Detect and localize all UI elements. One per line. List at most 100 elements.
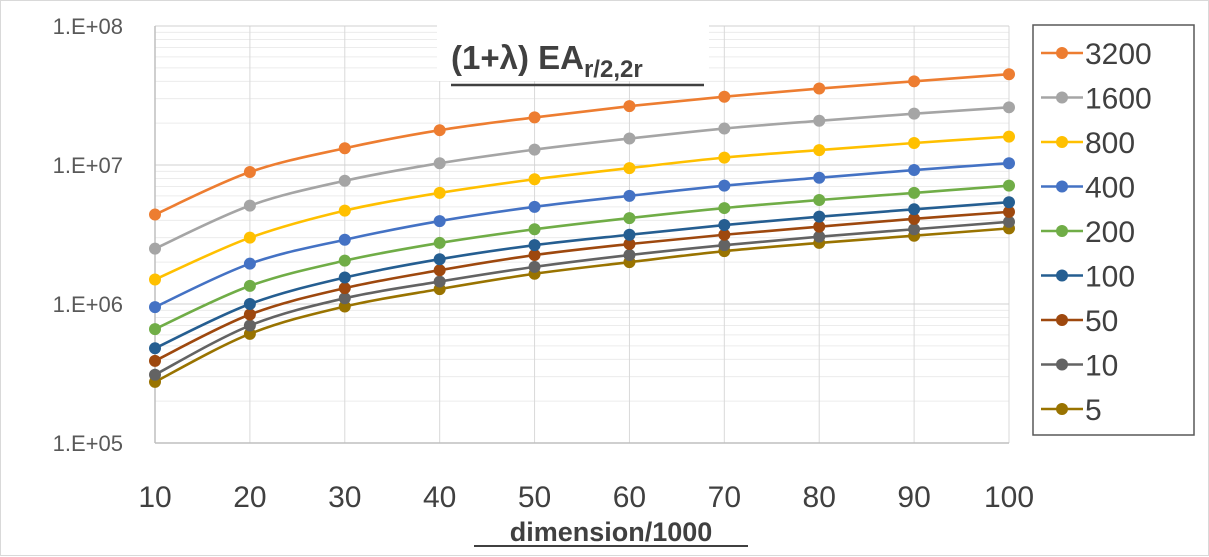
- legend-label: 3200: [1085, 38, 1152, 71]
- series-100: [149, 196, 1015, 355]
- data-point: [1003, 68, 1015, 81]
- series-800: [149, 130, 1015, 286]
- data-point: [718, 219, 731, 232]
- data-point: [908, 203, 921, 216]
- data-point: [1003, 130, 1015, 143]
- series-line: [154, 161, 1010, 309]
- data-point: [813, 144, 826, 157]
- legend-marker: [1056, 180, 1068, 193]
- series-50: [149, 205, 1015, 367]
- data-point: [813, 220, 826, 233]
- data-point: [623, 132, 636, 145]
- x-tick-label: 30: [328, 481, 361, 514]
- legend-entry-50: 50: [1041, 305, 1118, 338]
- x-tick-label: 80: [803, 481, 836, 514]
- data-point: [528, 223, 541, 236]
- data-point: [1003, 179, 1015, 192]
- legend: 3200 1600 800 400 200 100 50 10 5: [1032, 24, 1195, 436]
- series-line: [154, 72, 1010, 216]
- data-point: [243, 279, 256, 292]
- data-point: [718, 151, 731, 164]
- legend-entry-800: 800: [1041, 127, 1135, 160]
- data-point: [433, 275, 446, 288]
- data-point: [433, 124, 446, 137]
- data-point: [149, 301, 161, 314]
- legend-label: 800: [1085, 127, 1135, 160]
- x-axis-label: dimension/1000: [510, 517, 713, 547]
- legend-entry-10: 10: [1041, 350, 1118, 383]
- x-tick-label: 70: [708, 481, 741, 514]
- data-point: [813, 194, 826, 207]
- data-point: [243, 298, 256, 310]
- data-point: [718, 122, 731, 135]
- data-point: [149, 273, 161, 286]
- series-3200: [149, 68, 1015, 221]
- data-point: [433, 157, 446, 170]
- x-tick-label: 20: [233, 481, 266, 514]
- data-point: [338, 174, 351, 187]
- data-point: [433, 264, 446, 277]
- data-point: [528, 260, 541, 273]
- series-1600: [149, 101, 1015, 255]
- data-point: [528, 111, 541, 124]
- data-point: [813, 210, 826, 223]
- chart-title: (1+λ) EAr/2,2r: [451, 39, 643, 83]
- legend-marker: [1056, 403, 1068, 415]
- legend-label: 1600: [1085, 83, 1152, 116]
- series-200: [149, 179, 1015, 336]
- legend-marker: [1056, 225, 1068, 237]
- data-point: [718, 228, 731, 241]
- series-line: [154, 184, 1010, 331]
- y-tick-label: 1.E+06: [53, 292, 123, 317]
- legend-label: 10: [1085, 350, 1118, 383]
- legend-marker: [1056, 91, 1068, 104]
- legend-entry-3200: 3200: [1041, 38, 1152, 71]
- data-point: [908, 75, 921, 88]
- legend-marker: [1056, 47, 1068, 59]
- data-point: [908, 212, 921, 225]
- data-point: [243, 308, 256, 321]
- data-point: [718, 239, 731, 252]
- data-point: [338, 254, 351, 267]
- legend-label: 200: [1085, 216, 1135, 249]
- data-point: [1003, 196, 1015, 209]
- legend-entry-1600: 1600: [1041, 83, 1152, 116]
- x-tick-label: 40: [423, 481, 456, 514]
- legend-marker: [1056, 358, 1068, 371]
- series-line: [154, 210, 1010, 363]
- legend-marker: [1056, 314, 1068, 326]
- data-point: [243, 231, 256, 244]
- data-point: [623, 189, 636, 202]
- x-tick-label: 10: [138, 481, 171, 514]
- data-point: [243, 327, 256, 340]
- data-point: [623, 212, 636, 225]
- chart-series: [149, 68, 1015, 388]
- data-point: [908, 164, 921, 177]
- data-point: [433, 186, 446, 199]
- data-point: [718, 202, 731, 215]
- data-point: [338, 282, 351, 295]
- y-tick-label: 1.E+07: [53, 153, 123, 178]
- legend-marker: [1056, 269, 1068, 282]
- data-point: [433, 236, 446, 249]
- data-point: [528, 173, 541, 186]
- data-point: [243, 166, 256, 179]
- x-tick-label: 60: [613, 481, 646, 514]
- data-point: [813, 230, 826, 243]
- x-tick-label: 100: [984, 481, 1034, 514]
- data-point: [149, 208, 161, 221]
- series-10: [149, 215, 1015, 381]
- data-point: [908, 107, 921, 120]
- title-background: [437, 23, 709, 81]
- data-point: [623, 249, 636, 262]
- data-point: [149, 242, 161, 255]
- data-point: [1003, 157, 1015, 170]
- data-point: [623, 162, 636, 175]
- data-point: [908, 223, 921, 236]
- legend-label: 50: [1085, 305, 1118, 338]
- data-point: [528, 239, 541, 252]
- data-point: [1003, 215, 1015, 228]
- x-tick-label: 90: [897, 481, 930, 514]
- legend-entry-200: 200: [1041, 216, 1135, 249]
